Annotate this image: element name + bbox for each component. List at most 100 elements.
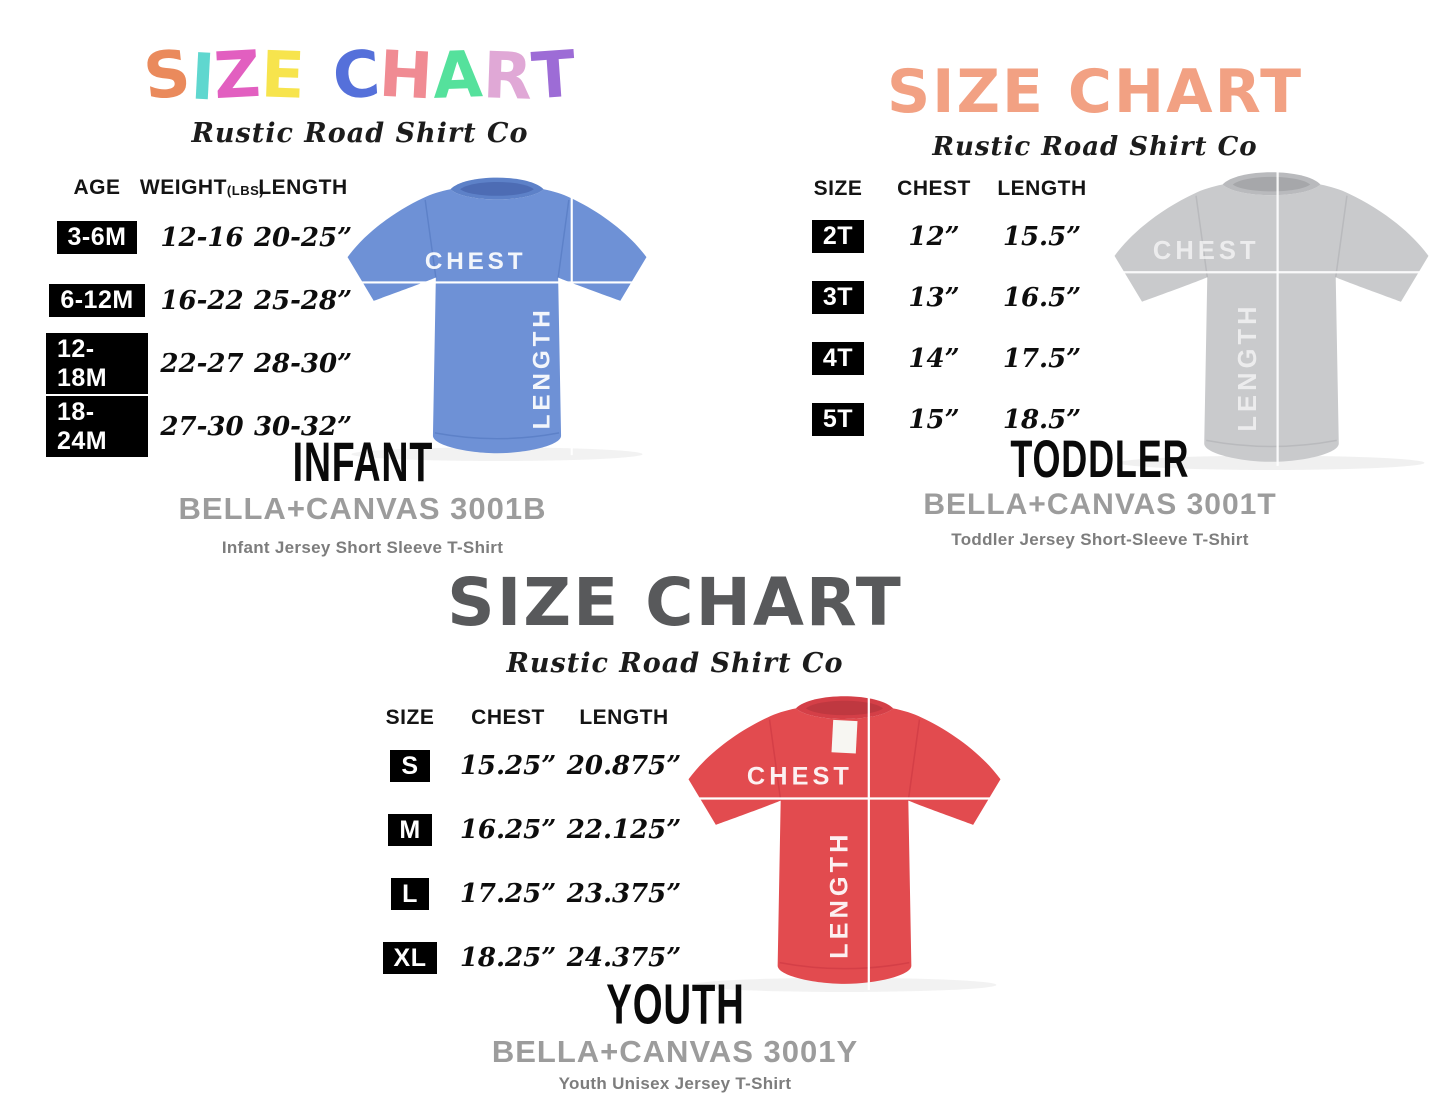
title-letter: S — [140, 36, 195, 116]
length-value: 16.5” — [1002, 282, 1082, 313]
size-badge: 3T — [811, 281, 865, 314]
hem-stitch — [1206, 439, 1337, 448]
table-row-cell: M — [368, 798, 452, 862]
table-row-cell: 3-6M — [46, 206, 148, 269]
infant-category-text: INFANT — [292, 430, 433, 493]
column-header-length: LENGTH — [997, 177, 1087, 200]
chest-value: 15” — [908, 404, 960, 435]
sleeve-seam — [424, 199, 570, 278]
table-row-cell: L — [368, 862, 452, 926]
column-header-length: LENGTH — [258, 176, 348, 199]
youth-product-description: Youth Unisex Jersey T-Shirt — [558, 1074, 792, 1093]
column-header-weight-note: (LBS) — [226, 183, 265, 198]
table-row-cell: 5T — [792, 389, 884, 450]
table-row-cell: 6-12M — [46, 269, 148, 332]
weight-value: 27-30 — [160, 411, 244, 442]
length-value: 24.375” — [566, 943, 682, 973]
table-row-cell: 4T — [792, 328, 884, 389]
column-header-length: LENGTH — [579, 706, 669, 729]
sleeve-seam — [768, 719, 921, 801]
size-badge: 4T — [811, 342, 865, 375]
shirt-shadow — [1118, 455, 1425, 470]
youth-product-name: BELLA+CANVAS 3001Y — [491, 1034, 859, 1069]
chest-value: 13” — [908, 282, 960, 313]
chest-value: 15.25” — [459, 751, 557, 781]
size-badge: 6-12M — [49, 284, 145, 317]
toddler-category-label: TODDLER — [870, 432, 1330, 485]
length-label: LENGTH — [1234, 302, 1262, 431]
youth-size-table: SIZE CHEST LENGTH S 15.25” 20.875” M 16.… — [368, 702, 684, 990]
column-header-age: AGE — [73, 176, 121, 199]
size-badge: 2T — [811, 220, 865, 253]
column-header-size: SIZE — [813, 177, 863, 200]
weight-value: 12-16 — [160, 222, 244, 253]
column-header-weight: WEIGHT (LBS) — [140, 170, 264, 206]
hem-stitch — [434, 432, 560, 440]
length-label: LENGTH — [826, 831, 854, 959]
sleeve-seam — [1195, 195, 1348, 278]
tee-body-shape — [688, 708, 1001, 984]
column-header-chest: CHEST — [897, 177, 971, 200]
youth-shirt-image: CHEST LENGTH — [688, 694, 1008, 992]
table-row-cell: 2T — [792, 206, 884, 267]
hem-stitch — [779, 961, 910, 970]
youth-brand-subtitle: Rustic Road Shirt Co — [506, 648, 844, 679]
toddler-brand-subtitle: Rustic Road Shirt Co — [932, 132, 1258, 162]
weight-value: 22-27 — [160, 348, 244, 379]
chest-value: 18.25” — [459, 943, 557, 973]
weight-value: 16-22 — [160, 285, 244, 316]
chest-value: 16.25” — [459, 815, 557, 845]
column-header-size: SIZE — [385, 706, 435, 729]
tee-collar-opening — [1232, 176, 1311, 192]
shirt-shadow — [351, 447, 643, 461]
title-letter: C — [329, 37, 383, 115]
length-value: 25-28” — [253, 285, 353, 316]
toddler-size-chart-title: SIZE CHART — [886, 57, 1304, 127]
title-letter: I — [188, 40, 217, 116]
tee-body-shape — [347, 189, 647, 454]
youth-category-text: YOUTH — [605, 974, 745, 1037]
size-badge: XL — [382, 941, 438, 975]
chest-value: 17.25” — [459, 879, 557, 909]
size-badge: 3-6M — [56, 221, 138, 254]
table-row-cell: 18-24M — [46, 395, 148, 458]
length-value: 28-30” — [253, 348, 353, 379]
infant-brand-subtitle: Rustic Road Shirt Co — [191, 118, 529, 149]
youth-size-chart-title: SIZE CHART — [447, 564, 903, 641]
length-value: 23.375” — [566, 879, 682, 909]
length-value: 22.125” — [566, 815, 682, 845]
shirt-shadow — [692, 977, 997, 992]
title-letter: R — [481, 39, 534, 115]
table-row-cell: S — [368, 734, 452, 798]
length-value: 17.5” — [1002, 343, 1082, 374]
chest-label: CHEST — [747, 762, 853, 790]
infant-product-description: Infant Jersey Short Sleeve T-Shirt — [221, 538, 504, 557]
title-letter: E — [259, 38, 306, 114]
infant-product-name: BELLA+CANVAS 3001B — [178, 491, 547, 526]
title-letter: Z — [212, 37, 263, 115]
column-header-chest: CHEST — [471, 706, 545, 729]
length-value: 30-32” — [253, 411, 353, 442]
infant-shirt-image: CHEST LENGTH — [347, 173, 655, 461]
tee-collar-opening — [460, 181, 534, 196]
title-letter: H — [377, 37, 435, 115]
toddler-product-description: Toddler Jersey Short-Sleeve T-Shirt — [951, 530, 1249, 549]
tee-body-shape — [1114, 184, 1429, 462]
chest-label: CHEST — [1153, 237, 1260, 265]
infant-size-table: AGE WEIGHT (LBS) LENGTH 3-6M 12-16 20-25”… — [46, 170, 353, 458]
length-value: 20-25” — [253, 222, 353, 253]
size-badge: S — [390, 749, 430, 783]
table-row-cell: XL — [368, 926, 452, 990]
chest-value: 14” — [908, 343, 960, 374]
chest-value: 12” — [908, 221, 960, 252]
youth-category-label: YOUTH — [415, 977, 935, 1034]
table-row-cell: 3T — [792, 267, 884, 328]
toddler-shirt-image: CHEST LENGTH — [1114, 166, 1439, 470]
chest-label: CHEST — [425, 248, 527, 275]
toddler-product-name: BELLA+CANVAS 3001T — [923, 488, 1277, 521]
title-letter: A — [431, 38, 484, 114]
toddler-size-table: SIZE CHEST LENGTH 2T 12” 15.5” 3T 13” 16… — [792, 172, 1100, 450]
size-badge: L — [391, 877, 429, 911]
size-badge: 12-18M — [46, 332, 148, 395]
